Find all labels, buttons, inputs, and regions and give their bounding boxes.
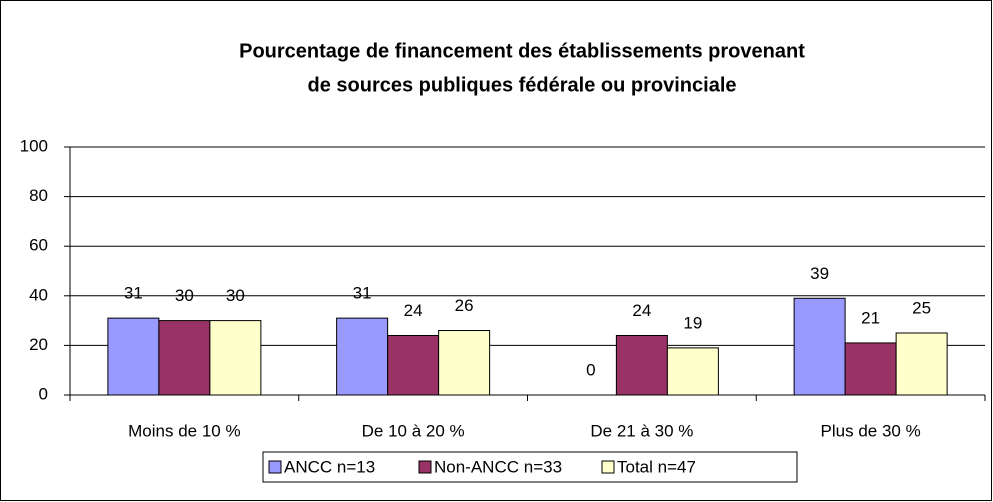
value-label: 25 — [912, 298, 931, 317]
legend-label: Non-ANCC n=33 — [434, 457, 562, 476]
legend-label: Total n=47 — [617, 457, 696, 476]
y-tick-label: 40 — [29, 285, 48, 304]
value-label: 19 — [683, 313, 702, 332]
value-label: 24 — [404, 301, 423, 320]
bar — [793, 297, 846, 396]
legend-box — [262, 451, 798, 483]
x-tick-label: De 21 à 30 % — [590, 421, 693, 440]
legend-swatch — [601, 460, 615, 474]
y-tick-label: 60 — [29, 236, 48, 255]
bar — [844, 342, 897, 396]
value-label: 26 — [455, 296, 474, 315]
chart-title: de sources publiques fédérale ou provinc… — [307, 74, 736, 96]
value-label: 30 — [226, 286, 245, 305]
legend-label: ANCC n=13 — [284, 457, 375, 476]
bar — [336, 317, 389, 396]
x-tick-label: Plus de 30 % — [821, 421, 921, 440]
value-label: 21 — [861, 308, 880, 327]
chart-title: Pourcentage de financement des établisse… — [239, 40, 805, 62]
bar — [158, 320, 211, 396]
value-label: 30 — [175, 286, 194, 305]
x-tick-label: Moins de 10 % — [128, 421, 240, 440]
bar — [107, 317, 160, 396]
value-label: 0 — [586, 360, 595, 379]
bar — [615, 334, 668, 396]
x-tick-label: De 10 à 20 % — [362, 421, 465, 440]
y-tick-label: 80 — [29, 186, 48, 205]
value-label: 24 — [632, 301, 651, 320]
bar — [438, 330, 491, 396]
y-tick-label: 100 — [20, 136, 48, 155]
y-tick-label: 0 — [39, 384, 48, 403]
bar — [895, 332, 948, 396]
legend-swatch — [268, 460, 282, 474]
bar — [387, 334, 440, 396]
bar — [209, 320, 262, 396]
legend-swatch — [418, 460, 432, 474]
bar — [666, 347, 719, 396]
y-tick-label: 20 — [29, 335, 48, 354]
value-label: 31 — [353, 284, 372, 303]
value-label: 31 — [124, 284, 143, 303]
value-label: 39 — [810, 264, 829, 283]
